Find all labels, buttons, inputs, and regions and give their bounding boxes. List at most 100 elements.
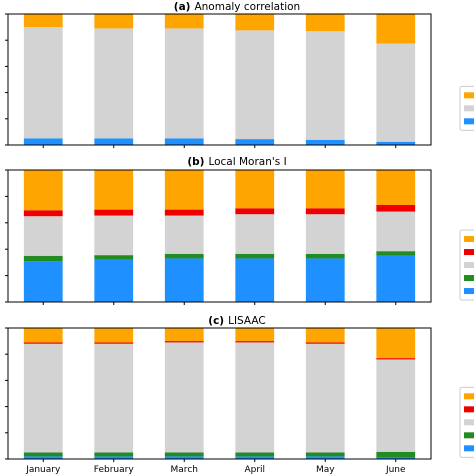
panel-a-title-text: Anomaly correlation	[194, 1, 300, 13]
panel-b-title: (b) Local Moran's I	[187, 156, 286, 168]
panel-b-bar-january-seg-2	[23, 216, 63, 256]
panel-c-bar-may-seg-0	[305, 456, 345, 459]
panel-c-bar-april-seg-1	[235, 452, 275, 457]
panel-b-bar-may-seg-3	[305, 208, 345, 215]
panel-b-bar-january-seg-1	[23, 255, 63, 262]
panel-a-title: (a) Anomaly correlation	[174, 1, 300, 13]
panel-c-bar-february-seg-2	[94, 343, 134, 453]
panel-b-bar-april-seg-3	[235, 208, 275, 215]
panel-c-bar-june-seg-2	[376, 359, 416, 452]
panel-c-xtick-label: April	[244, 465, 265, 474]
panel-a-bar-march-seg-0	[164, 138, 204, 145]
panel-c-bar-april-seg-2	[235, 342, 275, 453]
panel-c-legend-swatch	[464, 393, 474, 400]
panel-c-bar-january-seg-2	[23, 343, 63, 453]
panel-c-bar-february-seg-4	[94, 328, 134, 343]
panel-c-xticks: January February March April May June	[25, 459, 406, 474]
panel-c-bar-april-seg-0	[235, 456, 275, 459]
panel-c-bar-may-seg-2	[305, 343, 345, 453]
panel-c-bar-may-seg-1	[305, 452, 345, 457]
panel-c-bar-march-seg-0	[164, 456, 204, 459]
panel-c-bar-march-seg-4	[164, 328, 204, 342]
panel-a-bar-june-seg-1	[376, 43, 416, 142]
panel-b-frame	[7, 169, 432, 303]
panel-b-bar-january-seg-4	[23, 170, 63, 211]
panel-b-xticks	[42, 302, 397, 305]
panel-b-bar-may-seg-0	[305, 258, 345, 302]
panel-c-legend	[459, 386, 474, 458]
panel-c-bar-may-seg-3	[305, 342, 345, 344]
panel-b-bar-march-seg-0	[164, 258, 204, 302]
panel-a-bar-february-seg-2	[94, 14, 134, 29]
panel-a-bar-january-seg-1	[23, 27, 63, 139]
panel-b-legend-swatch	[464, 249, 474, 256]
panel-b-legend-swatch	[464, 275, 474, 282]
panel-c-xtick-label: May	[316, 465, 335, 474]
panel-b-title-text: Local Moran's I	[208, 156, 286, 168]
panel-b-bar-march-seg-2	[164, 215, 204, 254]
panel-c-frame	[7, 327, 432, 460]
panel-b-bar-may-seg-2	[305, 214, 345, 254]
panel-c-bar-january-seg-0	[23, 456, 63, 459]
panel-a-bars	[23, 14, 416, 145]
panel-b-bar-january-seg-3	[23, 210, 63, 217]
panel-c-bar-february-seg-0	[94, 456, 134, 459]
panel-a-legend-swatch	[464, 105, 474, 112]
panel-b-bar-june-seg-0	[376, 255, 416, 302]
panel-b-bar-june-seg-4	[376, 170, 416, 205]
panel-b-yticks	[5, 169, 8, 303]
panel-c-bars	[23, 328, 416, 459]
panel-b-bar-february-seg-2	[94, 215, 134, 256]
panel-b-bars	[23, 170, 416, 302]
panel-c-bar-january-seg-3	[23, 342, 63, 344]
panel-c-bar-june-seg-4	[376, 328, 416, 359]
panel-b-bar-march-seg-3	[164, 209, 204, 216]
panel-a-letter: (a)	[174, 1, 191, 13]
panel-c-legend-swatch	[464, 406, 474, 413]
panel-b-legend	[459, 229, 474, 301]
panel-b-bar-february-seg-3	[94, 209, 134, 216]
panel-b: (b) Local Moran's I	[5, 156, 474, 305]
panel-c-bar-june-seg-0	[376, 457, 416, 459]
panel-a-bar-may-seg-0	[305, 139, 345, 145]
panel-a-bar-january-seg-2	[23, 14, 63, 28]
panel-c-bar-april-seg-4	[235, 328, 275, 342]
panel-a-xticks	[42, 145, 397, 148]
panel-a-bar-april-seg-1	[235, 30, 275, 140]
panel-b-bar-april-seg-2	[235, 214, 275, 254]
panel-c-bar-january-seg-1	[23, 452, 63, 457]
panel-c-bar-january-seg-4	[23, 328, 63, 343]
panel-c-xtick-label: February	[94, 465, 135, 474]
panel-b-bar-june-seg-3	[376, 204, 416, 212]
panel-c-bar-february-seg-1	[94, 452, 134, 457]
panel-c-bar-june-seg-1	[376, 451, 416, 458]
panel-b-bar-march-seg-1	[164, 253, 204, 259]
panel-c-title: (c) LISAAC	[208, 315, 265, 327]
panel-c-bar-april-seg-3	[235, 341, 275, 343]
panel-a-bar-february-seg-1	[94, 28, 134, 139]
panel-a-bar-may-seg-2	[305, 14, 345, 32]
panel-b-bar-april-seg-4	[235, 170, 275, 209]
panel-c-bar-march-seg-3	[164, 341, 204, 343]
panel-b-legend-swatch	[464, 262, 474, 269]
panel-a-legend-swatch	[464, 118, 474, 125]
panel-c-yticks	[5, 327, 8, 460]
panel-c-bar-february-seg-3	[94, 342, 134, 344]
panel-c-title-text: LISAAC	[228, 315, 266, 327]
panel-a-legend-swatch	[464, 92, 474, 99]
panel-c-bar-may-seg-4	[305, 328, 345, 343]
panel-a-bar-june-seg-0	[376, 141, 416, 145]
panel-a-yticks	[5, 13, 8, 146]
panel-b-bar-may-seg-1	[305, 253, 345, 259]
panel-b-legend-swatch	[464, 236, 474, 243]
panel-b-bar-june-seg-1	[376, 251, 416, 256]
panel-c-letter: (c)	[208, 315, 224, 327]
panel-c: (c) LISAAC January February March April May Ju…	[5, 315, 474, 474]
panel-a-bar-january-seg-0	[23, 138, 63, 145]
panel-a-frame	[7, 13, 432, 146]
panel-c-xtick-label: January	[25, 465, 61, 474]
panel-a: (a) Anomaly correlation	[5, 1, 474, 148]
panel-b-bar-february-seg-0	[94, 259, 134, 302]
panel-b-bar-february-seg-4	[94, 170, 134, 210]
